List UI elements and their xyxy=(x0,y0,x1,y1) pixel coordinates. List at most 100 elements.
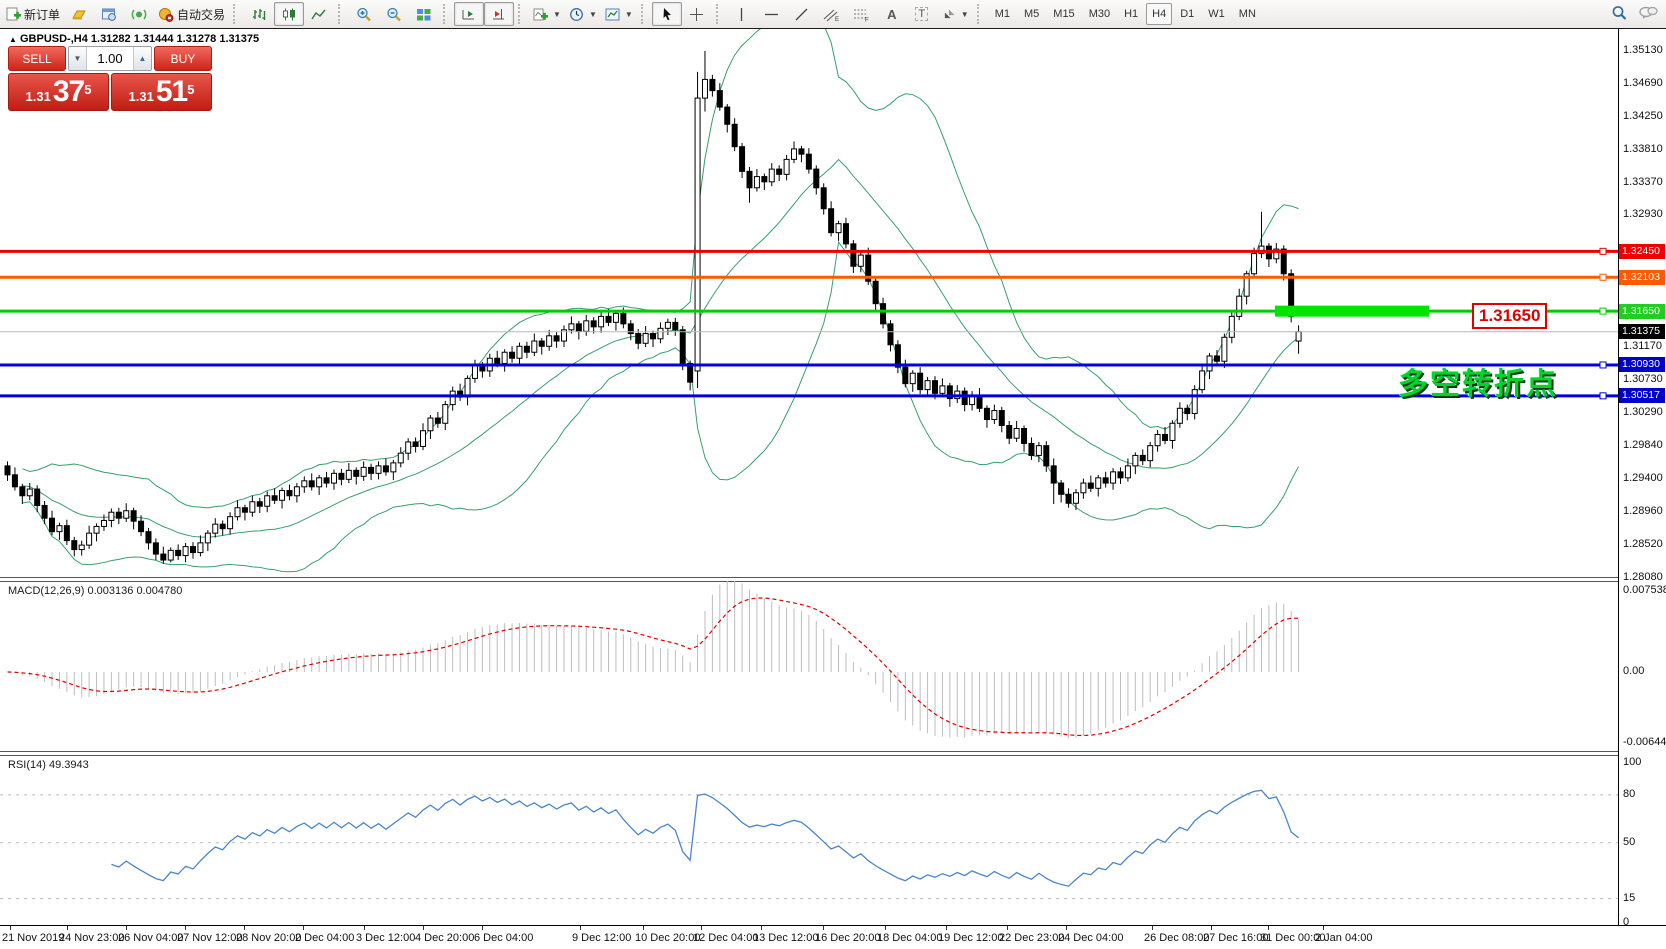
candle-bearish xyxy=(71,540,78,551)
price-level-label[interactable]: 1.31650 xyxy=(1472,303,1548,329)
market-watch-button[interactable] xyxy=(94,2,124,26)
candle-bearish xyxy=(308,480,315,488)
sell-price-display[interactable]: 1.31 37 5 xyxy=(8,73,109,111)
candle-bullish xyxy=(123,510,130,519)
vertical-line-tool-button[interactable] xyxy=(727,2,757,26)
price-tick-label: 1.30730 xyxy=(1623,372,1663,385)
buy-price-display[interactable]: 1.31 51 5 xyxy=(111,73,212,111)
candle-bullish xyxy=(909,372,916,385)
candle-bearish xyxy=(11,474,18,488)
candle-bullish xyxy=(783,158,790,175)
timeframe-button-m15[interactable]: M15 xyxy=(1053,8,1075,20)
sell-button[interactable]: SELL xyxy=(8,46,66,71)
timeframe-button-m5[interactable]: M5 xyxy=(1024,8,1040,20)
timeframe-button-h1[interactable]: H1 xyxy=(1124,8,1139,20)
macd-main-value: 0.003136 xyxy=(87,585,134,597)
timeframe-button-m1[interactable]: M1 xyxy=(994,8,1010,20)
rsi-scale-label: 0 xyxy=(1623,915,1630,928)
line-anchor-handle[interactable] xyxy=(1599,273,1607,281)
toolbar-drag-handle[interactable] xyxy=(443,4,450,24)
price-tick-label: 1.32930 xyxy=(1623,208,1663,221)
tile-windows-button[interactable] xyxy=(409,2,439,26)
toolbar-drag-handle[interactable] xyxy=(976,4,984,24)
buy-button[interactable]: BUY xyxy=(154,46,212,71)
toolbar-drag-handle[interactable] xyxy=(338,4,345,24)
chat-icon[interactable] xyxy=(1638,5,1658,24)
periods-button[interactable]: ▼ xyxy=(565,2,601,26)
arrows-tool-button[interactable]: ▼ xyxy=(937,2,973,26)
symbol-collapse-icon[interactable]: ▲ xyxy=(9,35,17,44)
toolbar-drag-handle[interactable] xyxy=(715,4,723,24)
dropdown-caret-icon: ▼ xyxy=(960,9,969,19)
volume-value[interactable]: 1.00 xyxy=(97,51,123,66)
line-anchor-handle[interactable] xyxy=(1599,361,1607,369)
rsi-panel[interactable] xyxy=(0,755,1618,925)
time-tick-mark xyxy=(364,926,365,930)
toolbar-drag-handle[interactable] xyxy=(640,4,648,24)
candle-bullish xyxy=(546,335,553,347)
candle-bearish xyxy=(872,280,879,305)
candle-bearish xyxy=(880,303,887,325)
crosshair-button[interactable] xyxy=(682,2,712,26)
text-label-tool-button[interactable]: T xyxy=(907,2,937,26)
timeframe-button-h4[interactable]: H4 xyxy=(1146,3,1173,25)
price-tick-label: 1.34690 xyxy=(1623,76,1663,89)
chart-profiles-button[interactable] xyxy=(64,2,94,26)
chart-annotation-text[interactable]: 多空转折点 xyxy=(1398,368,1558,401)
toolbar-drag-handle[interactable] xyxy=(233,4,240,24)
toolbar-drag-handle[interactable] xyxy=(518,4,525,24)
line-anchor-handle[interactable] xyxy=(1599,307,1607,315)
dropdown-caret-icon: ▼ xyxy=(624,9,633,19)
channel-tool-button[interactable]: E xyxy=(817,2,847,26)
macd-panel[interactable] xyxy=(0,581,1618,751)
horizontal-line-tool-button[interactable] xyxy=(757,2,787,26)
candle-bullish xyxy=(1199,370,1206,391)
panel-separator[interactable] xyxy=(0,751,1666,756)
timeframe-button-mn[interactable]: MN xyxy=(1238,8,1256,20)
volume-increase-button[interactable]: ▲ xyxy=(133,47,151,70)
candle-bullish xyxy=(442,404,449,424)
support-zone-rectangle[interactable] xyxy=(1275,305,1429,317)
zoom-in-button[interactable] xyxy=(349,2,379,26)
text-tool-button[interactable]: A xyxy=(877,2,907,26)
indicators-button[interactable]: ▼ xyxy=(529,2,565,26)
auto-trading-label: 自动交易 xyxy=(177,7,226,22)
candle-bearish xyxy=(679,329,686,364)
line-chart-button[interactable] xyxy=(304,2,334,26)
chart-shift-button[interactable] xyxy=(484,2,515,26)
templates-button[interactable]: ▼ xyxy=(601,2,637,26)
trendline-tool-button[interactable] xyxy=(787,2,817,26)
candle-bullish xyxy=(471,365,478,379)
candle-bullish xyxy=(212,523,219,534)
candle-bullish xyxy=(561,329,567,342)
bar-chart-button[interactable] xyxy=(244,2,274,26)
main-price-chart[interactable] xyxy=(0,29,1618,577)
candlestick-chart-button[interactable] xyxy=(274,2,305,26)
candle-bullish xyxy=(249,501,256,513)
line-anchor-handle[interactable] xyxy=(1599,392,1607,400)
volume-decrease-button[interactable]: ▼ xyxy=(69,47,87,70)
macd-scale-min: -0.006446 xyxy=(1623,736,1666,748)
time-tick-mark xyxy=(10,926,11,930)
candle-bullish xyxy=(360,466,367,477)
timeframe-button-m30[interactable]: M30 xyxy=(1088,8,1111,20)
new-order-button[interactable]: 新订单 xyxy=(2,2,64,26)
navigator-button[interactable] xyxy=(124,2,154,26)
auto-scroll-button[interactable] xyxy=(454,2,485,26)
candle-bullish xyxy=(1176,407,1183,424)
panel-separator[interactable] xyxy=(0,577,1666,582)
zoom-out-button[interactable] xyxy=(379,2,409,26)
auto-trading-button[interactable]: 自动交易 xyxy=(154,2,229,26)
search-icon[interactable] xyxy=(1611,5,1628,24)
timeframe-button-w1[interactable]: W1 xyxy=(1208,8,1225,20)
candle-bullish xyxy=(516,345,523,359)
fibonacci-tool-button[interactable]: F xyxy=(847,2,877,26)
candle-bullish xyxy=(86,532,93,546)
line-anchor-handle[interactable] xyxy=(1599,247,1607,255)
symbol-name: GBPUSD-,H4 xyxy=(19,33,88,45)
timeframe-button-d1[interactable]: D1 xyxy=(1180,8,1195,20)
cursor-button[interactable] xyxy=(651,2,682,26)
time-tick-label: 31 Dec 00:00 xyxy=(1260,932,1326,944)
time-tick-mark xyxy=(1323,926,1324,930)
rsi-scale-label: 50 xyxy=(1623,835,1636,848)
